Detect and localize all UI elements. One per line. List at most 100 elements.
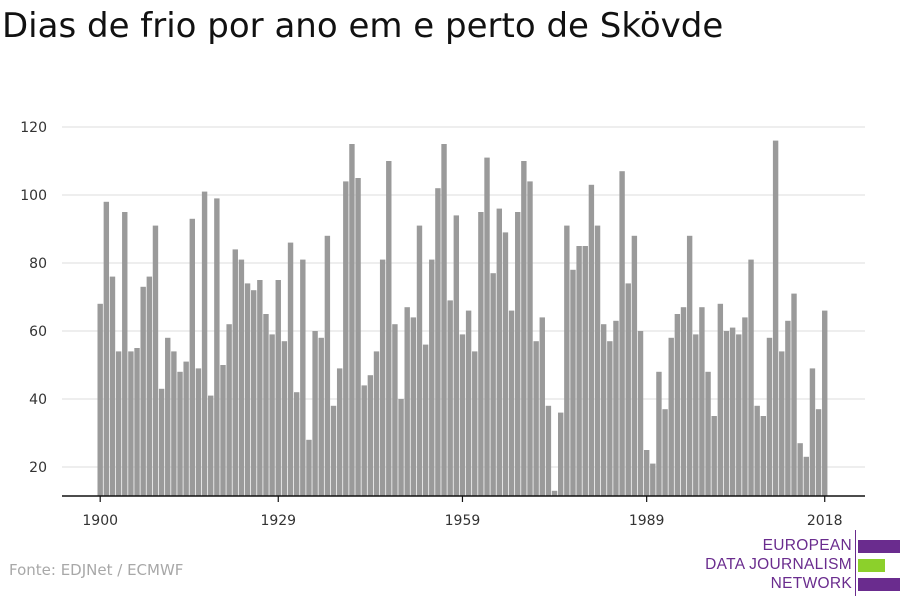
bar[interactable]: 1905: 54 [128, 351, 134, 496]
bar[interactable]: 1931: 86 [287, 242, 294, 496]
bar[interactable]: 1995: 67 [680, 307, 687, 496]
bar[interactable]: 1972: 64 [539, 317, 545, 496]
bar[interactable]: 1911: 58 [165, 337, 171, 496]
bar[interactable]: 1920: 50 [220, 365, 226, 496]
bar[interactable]: 1970: 104 [527, 181, 533, 496]
bar[interactable]: 1989: 25 [643, 450, 650, 496]
bar[interactable]: 2003: 61 [729, 327, 736, 496]
bar[interactable]: 1961: 54 [472, 351, 478, 496]
bar[interactable]: 1983: 57 [607, 341, 613, 496]
bar[interactable]: 1956: 115 [441, 144, 447, 496]
bar[interactable]: 1979: 85 [582, 246, 588, 496]
bar[interactable]: 1968: 95 [515, 212, 521, 496]
bar[interactable]: 1946: 81 [379, 259, 386, 496]
bar[interactable]: 1908: 76 [146, 276, 153, 496]
bar[interactable]: 1930: 57 [281, 341, 288, 496]
bar[interactable]: 2017: 37 [815, 409, 822, 496]
bar[interactable]: 1996: 88 [686, 235, 693, 497]
bar[interactable]: 1909: 91 [152, 225, 159, 496]
bar[interactable]: 1919: 99 [214, 198, 220, 496]
bar[interactable]: 1978: 85 [576, 246, 582, 496]
bar[interactable]: 1988: 60 [637, 331, 644, 496]
bar[interactable]: 1932: 42 [293, 392, 300, 496]
bar[interactable]: 1999: 48 [705, 371, 711, 496]
bar[interactable]: 2009: 58 [766, 337, 773, 496]
bar[interactable]: 1904: 95 [122, 212, 128, 496]
bar[interactable]: 1993: 58 [668, 337, 674, 496]
bar[interactable]: 1955: 102 [435, 188, 441, 496]
bar[interactable]: 1994: 65 [674, 314, 681, 496]
bar[interactable]: 2018: 66 [822, 310, 828, 496]
bar[interactable]: 1957: 69 [447, 300, 453, 496]
bar[interactable]: 1938: 38 [330, 405, 337, 496]
bar[interactable]: 1918: 41 [208, 395, 214, 496]
bar[interactable]: 1903: 54 [115, 351, 122, 496]
bar[interactable]: 2012: 63 [785, 320, 791, 496]
bar[interactable]: 2014: 27 [797, 443, 803, 496]
bar[interactable]: 1906: 55 [134, 348, 140, 496]
bar[interactable]: 1907: 73 [140, 286, 146, 496]
bar[interactable]: 1900: 68 [97, 303, 103, 496]
bar[interactable]: 1974: 13 [551, 490, 558, 496]
bar[interactable]: 1951: 64 [410, 317, 417, 496]
bar[interactable]: 2005: 64 [742, 317, 748, 496]
bar[interactable]: 1914: 51 [183, 361, 189, 496]
bar[interactable]: 2015: 23 [803, 456, 809, 496]
bar[interactable]: 2007: 38 [754, 405, 760, 496]
bar[interactable]: 1947: 110 [386, 161, 392, 496]
bar[interactable]: 1982: 62 [600, 324, 607, 496]
bar[interactable]: 1965: 96 [496, 208, 502, 496]
bar[interactable]: 1966: 89 [502, 232, 509, 496]
bar[interactable]: 1962: 95 [478, 212, 484, 496]
bar[interactable]: 1915: 93 [189, 218, 195, 497]
bar[interactable]: 1901: 98 [103, 201, 110, 497]
bar[interactable]: 1943: 44 [361, 385, 367, 496]
bar[interactable]: 1976: 91 [564, 225, 570, 496]
bar[interactable]: 1925: 72 [251, 290, 257, 496]
bar[interactable]: 1997: 59 [693, 334, 699, 496]
bar[interactable]: 1992: 37 [662, 409, 668, 496]
bar[interactable]: 2002: 60 [723, 331, 730, 496]
bar[interactable]: 1948: 62 [392, 324, 398, 496]
bar[interactable]: 1964: 77 [490, 273, 496, 496]
bar[interactable]: 1939: 49 [336, 368, 343, 496]
bar[interactable]: 1929: 75 [275, 280, 281, 496]
edjnet-logo[interactable]: EUROPEAN DATA JOURNALISM NETWORK [660, 530, 900, 596]
bar[interactable]: 1913: 48 [177, 371, 183, 496]
bar[interactable]: 1922: 84 [232, 249, 238, 496]
bar[interactable]: 1963: 111 [484, 157, 490, 496]
bar[interactable]: 1928: 59 [269, 334, 275, 496]
bar[interactable]: 1936: 58 [318, 337, 324, 496]
bar[interactable]: 2016: 49 [809, 368, 816, 496]
bar[interactable]: 1952: 91 [416, 225, 423, 496]
bar[interactable]: 1940: 104 [343, 181, 349, 496]
bar[interactable]: 1977: 78 [570, 269, 576, 496]
bar[interactable]: 1927: 65 [263, 314, 269, 496]
bar[interactable]: 1967: 66 [508, 310, 515, 496]
bar[interactable]: 1945: 54 [373, 351, 380, 496]
bar[interactable]: 2004: 59 [736, 334, 742, 496]
bar[interactable]: 1990: 21 [650, 463, 656, 496]
bar[interactable]: 1971: 57 [533, 341, 539, 496]
bar[interactable]: 1969: 110 [521, 161, 527, 496]
bar[interactable]: 1954: 81 [429, 259, 435, 496]
bar[interactable]: 1910: 43 [158, 388, 165, 496]
bar[interactable]: 1984: 63 [613, 320, 619, 496]
bar[interactable]: 1944: 47 [367, 375, 374, 496]
bar[interactable]: 1986: 74 [625, 283, 631, 496]
bar[interactable]: 1923: 81 [238, 259, 245, 496]
bar[interactable]: 2008: 35 [760, 416, 767, 496]
bar[interactable]: 1933: 81 [300, 259, 306, 496]
bar[interactable]: 1991: 48 [656, 371, 662, 496]
bar[interactable]: 2000: 35 [711, 416, 717, 496]
bar[interactable]: 2010: 116 [772, 140, 779, 496]
bar[interactable]: 1949: 40 [398, 399, 404, 496]
bar[interactable]: 1921: 62 [226, 324, 232, 496]
bar[interactable]: 1924: 74 [244, 283, 251, 496]
bar[interactable]: 1960: 66 [465, 310, 472, 496]
bar[interactable]: 1985: 107 [619, 171, 625, 496]
bar[interactable]: 1987: 88 [631, 235, 638, 497]
bar[interactable]: 1934: 28 [306, 439, 312, 496]
bar[interactable]: 1959: 59 [459, 334, 466, 496]
bar[interactable]: 2013: 71 [791, 293, 797, 496]
